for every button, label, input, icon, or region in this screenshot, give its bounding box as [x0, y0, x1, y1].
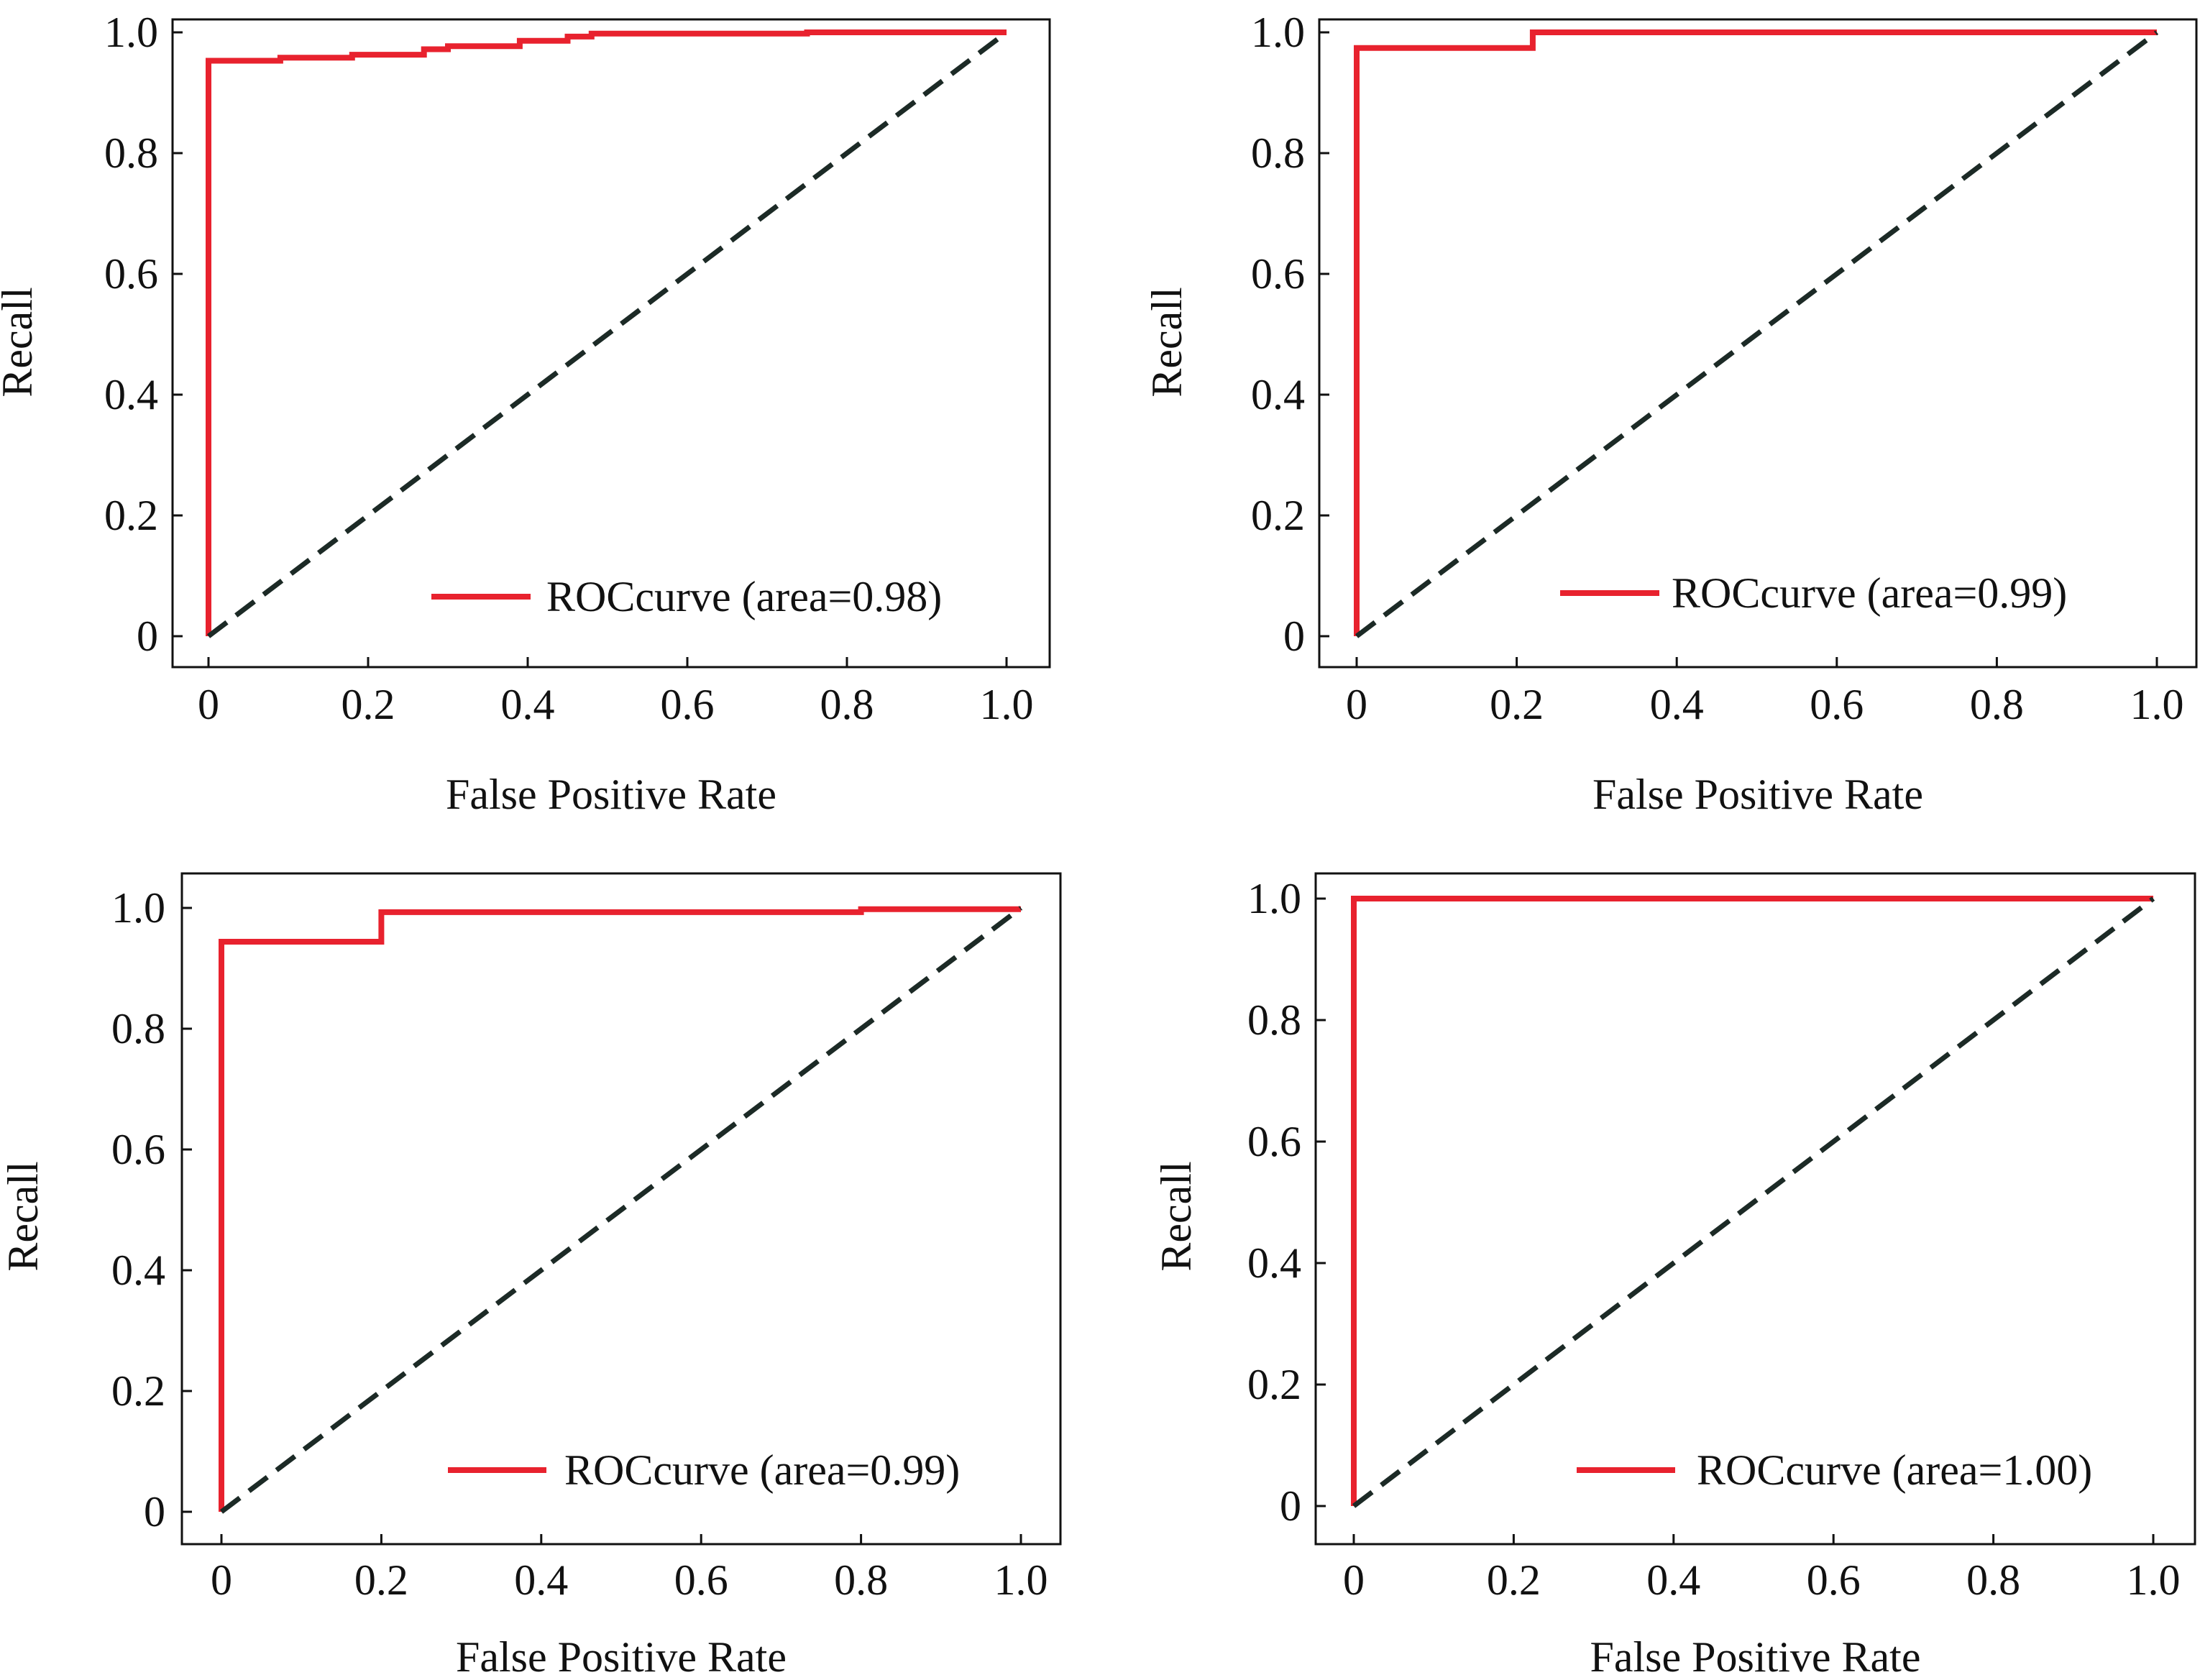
y-tick-label: 0.6 — [104, 250, 158, 298]
x-axis-title: False Positive Rate — [1590, 1633, 1921, 1680]
y-tick-label: 0.8 — [1251, 129, 1305, 177]
y-tick-label: 0.8 — [1247, 996, 1301, 1044]
x-tick-label: 0.2 — [1487, 1556, 1541, 1604]
x-tick-label: 0 — [211, 1556, 232, 1604]
x-tick-label: 0.8 — [834, 1556, 888, 1604]
y-axis-title: Recall — [0, 1161, 47, 1271]
y-axis-title: Recall — [1143, 287, 1191, 397]
y-tick-label: 0 — [137, 612, 158, 660]
x-tick-label: 0.8 — [820, 681, 874, 728]
x-tick-label: 0.4 — [1646, 1556, 1700, 1604]
chance-diagonal-line — [1352, 896, 2155, 1508]
x-axis-title: False Positive Rate — [456, 1633, 787, 1680]
chance-diagonal-line — [219, 906, 1023, 1514]
legend-label: ROCcurve (area=0.99) — [1672, 569, 2067, 617]
x-tick-label: 0 — [1346, 681, 1367, 728]
x-tick-label: 0.2 — [342, 681, 395, 728]
y-tick-label: 1.0 — [1247, 875, 1301, 922]
y-tick-label: 0.4 — [1251, 371, 1305, 418]
axes-frame — [1314, 872, 2196, 1546]
roc-panel-4: 0 0.2 0.4 0.6 0.8 1.0 0 0.2 0.4 0.6 0.8 1.0 False Po… — [1152, 872, 2196, 1680]
roc-curve-line — [219, 906, 1021, 1512]
x-axis-title: False Positive Rate — [1592, 771, 1923, 818]
y-tick-label: 0.2 — [111, 1367, 165, 1415]
legend-label: ROCcurve (area=0.98) — [546, 573, 942, 620]
axes-frame — [180, 872, 1062, 1546]
x-tick-label: 0 — [1343, 1556, 1365, 1604]
y-tick-label: 0 — [1280, 1482, 1301, 1530]
legend-label: ROCcurve (area=1.00) — [1697, 1446, 2092, 1494]
y-tick-label: 1.0 — [111, 884, 165, 932]
x-tick-label: 0.4 — [1650, 681, 1704, 728]
axes-frame — [171, 18, 1051, 669]
roc-panel-2: 0 0.2 0.4 0.6 0.8 1.0 0 0.2 0.4 0.6 0.8 1.0 False Po… — [1143, 9, 2198, 818]
y-tick-label: 0.4 — [111, 1247, 165, 1294]
x-tick-label: 1.0 — [980, 681, 1034, 728]
x-tick-label: 0.2 — [354, 1556, 408, 1604]
x-tick-label: 0.6 — [674, 1556, 728, 1604]
y-tick-label: 0.2 — [1251, 492, 1305, 539]
x-tick-label: 0.2 — [1490, 681, 1544, 728]
legend: ROCcurve (area=1.00) — [1577, 1446, 2092, 1494]
roc-curve-line — [1351, 896, 2153, 1506]
roc-curve-line — [206, 29, 1007, 636]
x-tick-label: 0.6 — [661, 681, 715, 728]
x-tick-label: 1.0 — [2127, 1556, 2181, 1604]
y-tick-label: 0.8 — [104, 129, 158, 177]
legend: ROCcurve (area=0.98) — [431, 573, 942, 620]
y-tick-label: 0.8 — [111, 1005, 165, 1052]
chance-diagonal-line — [1355, 30, 2159, 638]
y-axis-title: Recall — [0, 287, 41, 397]
x-tick-label: 0.8 — [1966, 1556, 2020, 1604]
x-tick-label: 1.0 — [2130, 681, 2184, 728]
y-tick-label: 0 — [1283, 612, 1305, 660]
y-tick-label: 0.2 — [104, 492, 158, 539]
y-tick-label: 0.2 — [1247, 1361, 1301, 1408]
y-tick-label: 0.6 — [111, 1126, 165, 1173]
x-tick-label: 0.6 — [1807, 1556, 1861, 1604]
legend: ROCcurve (area=0.99) — [448, 1446, 960, 1494]
y-tick-label: 1.0 — [104, 9, 158, 56]
legend-label: ROCcurve (area=0.99) — [564, 1446, 960, 1494]
x-tick-label: 0.4 — [514, 1556, 568, 1604]
y-tick-label: 0.6 — [1251, 250, 1305, 298]
y-tick-label: 0.6 — [1247, 1118, 1301, 1165]
x-axis-title: False Positive Rate — [446, 771, 776, 818]
y-tick-label: 0.4 — [1247, 1239, 1301, 1287]
y-tick-label: 0 — [144, 1488, 165, 1536]
roc-panel-3: 0 0.2 0.4 0.6 0.8 1.0 0 0.2 0.4 0.6 0.8 1.0 False Po… — [0, 872, 1062, 1680]
roc-panel-1: 0 0.2 0.4 0.6 0.8 1.0 0 0.2 0.4 0.6 0.8 1.0 False Po… — [0, 9, 1051, 818]
x-tick-label: 0 — [198, 681, 219, 728]
roc-curve-line — [1354, 29, 2157, 636]
chance-diagonal-line — [206, 30, 1009, 638]
y-tick-label: 0.4 — [104, 371, 158, 418]
x-tick-label: 0.8 — [1970, 681, 2024, 728]
x-tick-label: 1.0 — [994, 1556, 1048, 1604]
y-tick-label: 1.0 — [1251, 9, 1305, 56]
x-tick-label: 0.4 — [501, 681, 555, 728]
axes-frame — [1318, 18, 2198, 669]
legend: ROCcurve (area=0.99) — [1560, 569, 2067, 617]
y-axis-title: Recall — [1152, 1161, 1200, 1271]
x-tick-label: 0.6 — [1810, 681, 1864, 728]
